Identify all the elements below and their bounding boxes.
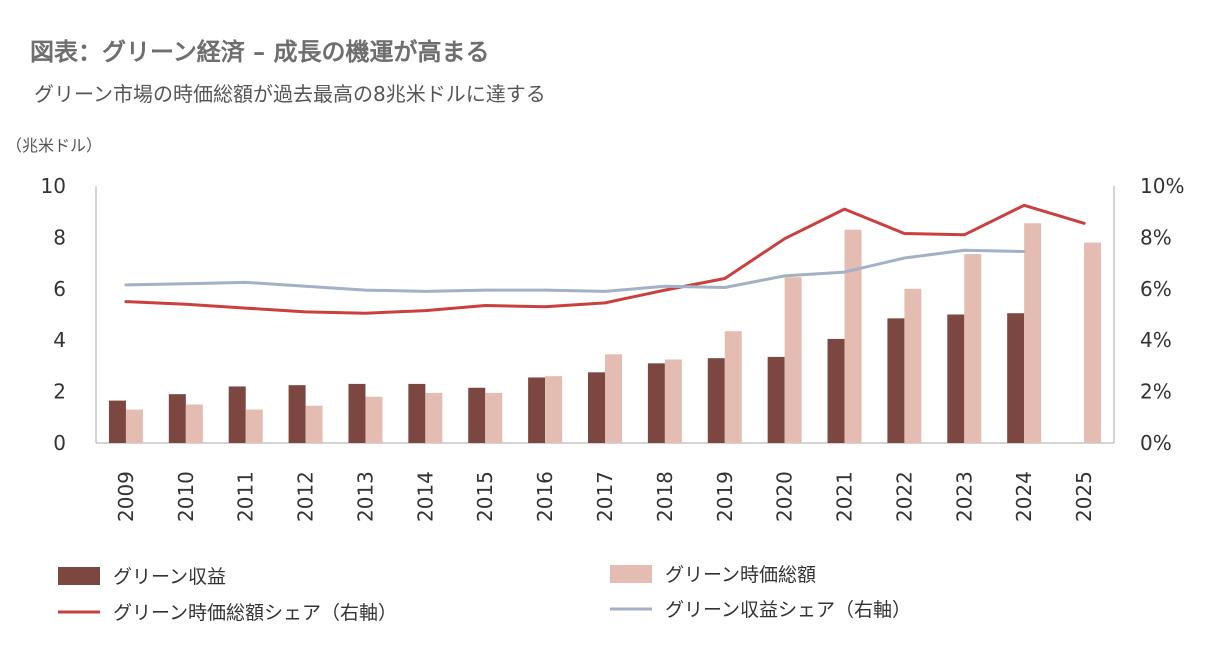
bar-green-market-cap-2010 [185, 404, 203, 443]
x-axis-tick-label: 2024 [1012, 471, 1036, 522]
x-axis-tick-label: 2009 [114, 471, 138, 522]
x-axis-tick-label: 2016 [533, 471, 557, 522]
bar-green-revenue-2017 [588, 372, 605, 443]
right-axis-tick-label: 4% [1140, 328, 1172, 352]
bar-green-market-cap-2011 [245, 409, 263, 443]
left-axis-tick-label: 8 [53, 225, 66, 249]
right-axis-tick-label: 8% [1140, 225, 1172, 249]
left-axis-tick-label: 6 [53, 277, 66, 301]
x-axis-tick-label: 2022 [892, 471, 916, 522]
bar-green-market-cap-2015 [485, 392, 503, 443]
bar-green-market-cap-2024 [1024, 223, 1042, 443]
bar-green-market-cap-2020 [784, 277, 802, 443]
left-axis-tick-label: 4 [53, 328, 66, 352]
bar-green-market-cap-2012 [305, 405, 323, 443]
right-axis-tick-label: 0% [1140, 431, 1172, 455]
bar-green-market-cap-2013 [365, 396, 383, 443]
bar-green-revenue-2015 [468, 387, 486, 443]
bar-green-revenue-2016 [528, 377, 546, 443]
x-axis-tick-label: 2015 [473, 471, 497, 522]
x-axis-tick-label: 2017 [593, 471, 617, 522]
legend-label: グリーン時価総額 [665, 564, 816, 586]
bar-green-revenue-2011 [228, 386, 246, 443]
bar-green-revenue-2024 [1007, 313, 1025, 443]
legend-swatch-green-market-cap [610, 565, 652, 583]
bar-green-revenue-2020 [767, 356, 785, 443]
left-axis-unit-label: （兆米ドル） [6, 136, 102, 155]
right-axis-tick-label: 10% [1140, 174, 1184, 198]
right-axis-tick-label: 6% [1140, 277, 1172, 301]
x-axis-tick-label: 2025 [1072, 471, 1096, 522]
x-axis-tick-label: 2023 [952, 471, 976, 522]
tick-labels: 0 2 4 6 8 10 0% 2% 4% 6% 8% 10% 2009 2010 2011 2012 2013… [41, 174, 1185, 522]
bar-green-market-cap-2021 [844, 229, 862, 443]
x-axis-tick-label: 2013 [353, 471, 377, 522]
x-axis-tick-label: 2010 [174, 471, 198, 522]
bar-green-market-cap-2018 [664, 359, 682, 443]
bar-green-revenue-2009 [108, 400, 126, 443]
bar-green-revenue-2012 [288, 385, 306, 443]
bar-green-revenue-2022 [887, 318, 905, 443]
bar-green-market-cap-2009 [125, 409, 143, 443]
line-green-market-cap-share [124, 203, 1086, 315]
x-axis-tick-label: 2018 [653, 471, 677, 522]
bar-green-market-cap-2016 [545, 376, 563, 443]
right-axis-tick-label: 2% [1140, 380, 1172, 404]
bar-green-market-cap-2023 [964, 254, 982, 443]
bar-green-revenue-2019 [707, 358, 725, 443]
bar-green-revenue-2018 [647, 363, 665, 443]
bar-green-revenue-2013 [348, 383, 366, 443]
bar-green-market-cap-2025 [1084, 242, 1102, 443]
left-axis-tick-label: 10 [41, 174, 66, 198]
bar-green-market-cap-2022 [904, 288, 922, 443]
bar-green-revenue-2021 [827, 338, 845, 443]
bar-green-revenue-2023 [947, 314, 965, 443]
x-axis-tick-label: 2011 [234, 471, 258, 522]
chart-title: 図表：グリーン経済 – 成長の機運が高まる [30, 37, 490, 66]
legend-label: グリーン収益 [113, 566, 226, 588]
bars-group [108, 223, 1102, 443]
x-axis-tick-label: 2019 [713, 471, 737, 522]
bar-green-revenue-2014 [408, 383, 426, 443]
bar-green-market-cap-2017 [605, 354, 622, 443]
line-green-revenue-share [124, 248, 1026, 293]
chart-subtitle: グリーン市場の時価総額が過去最高の8兆米ドルに達する [34, 82, 546, 106]
legend-swatch-green-revenue [58, 567, 100, 585]
x-axis-tick-label: 2021 [833, 471, 857, 522]
bar-green-market-cap-2019 [724, 331, 742, 443]
bar-green-revenue-2010 [168, 394, 186, 443]
bar-green-market-cap-2014 [425, 392, 443, 443]
legend-label: グリーン収益シェア（右軸） [665, 599, 911, 621]
lines-group [124, 203, 1086, 315]
legend-label: グリーン時価総額シェア（右軸） [113, 602, 397, 624]
left-axis-tick-label: 0 [53, 431, 66, 455]
x-axis-tick-label: 2020 [773, 471, 797, 522]
x-axis-tick-label: 2012 [294, 471, 318, 522]
left-axis-tick-label: 2 [53, 380, 66, 404]
x-axis-tick-label: 2014 [413, 471, 437, 522]
